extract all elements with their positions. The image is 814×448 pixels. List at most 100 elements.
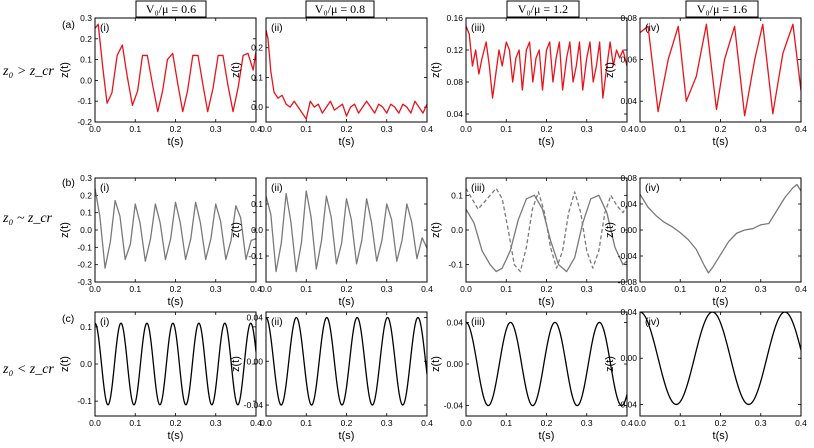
x-tick-label: 0.0 (89, 124, 101, 134)
chart-panel: 0.0 0.1 0.2 0.3 0.4 -0.04 0.00 0.04 (ii) t(s) z(t) (230, 311, 433, 442)
x-axis-label: t(s) (713, 136, 729, 148)
x-tick-label: 0.2 (715, 418, 727, 428)
y-tick-label: 0.06 (620, 55, 637, 65)
x-tick-label: 0.0 (634, 124, 646, 134)
chart-panel: 0.0 0.1 0.2 0.3 0.4 0.04 0.08 0.12 0.16 (iii) t(s)… (430, 13, 633, 148)
x-tick-label: 0.2 (341, 124, 353, 134)
x-tick-label: 0.3 (210, 124, 222, 134)
y-tick-label: -0.1 (448, 260, 463, 270)
x-tick-label: 0.0 (260, 418, 272, 428)
y-tick-label: 0.1 (80, 55, 92, 65)
column-headers: V₀/μ = 0.6 V₀/μ = 0.8 V₀/μ = 1.2 V₀/μ = … (135, 0, 759, 18)
x-tick-label: 0.1 (500, 124, 512, 134)
series-line-dashed (466, 187, 627, 273)
x-tick-label: 0.0 (634, 284, 646, 294)
chart-panel: 0.0 0.1 0.2 0.3 0.4 -0.1 0.0 0.1 (iii) t(s) z(t) (430, 177, 633, 308)
panel-label: (iii) (471, 22, 485, 34)
series-line (466, 321, 627, 407)
x-tick-label: 0.4 (421, 124, 433, 134)
y-axis-label: z(t) (430, 62, 442, 78)
y-axis-label: z(t) (59, 222, 71, 238)
y-tick-label: 0.1 (251, 72, 263, 82)
series-line (466, 194, 627, 273)
x-tick-label: 0.2 (170, 284, 182, 294)
x-tick-label: 0.3 (755, 418, 767, 428)
x-tick-label: 0.1 (500, 284, 512, 294)
y-tick-label: 0.04 (246, 312, 263, 322)
column-header-4: V₀/μ = 1.6 (697, 2, 747, 16)
y-tick-label: 0.04 (620, 307, 637, 317)
plot-frame (265, 177, 428, 283)
column-header-3: V₀/μ = 1.2 (518, 2, 568, 16)
x-tick-label: 0.2 (341, 284, 353, 294)
x-tick-label: 0.2 (715, 284, 727, 294)
y-tick-label: -0.04 (618, 251, 638, 261)
x-tick-label: 0.4 (421, 418, 433, 428)
plot-frame (465, 177, 628, 283)
x-tick-label: 0.0 (89, 284, 101, 294)
chart-panel: 0.0 0.1 0.2 0.3 0.4 -0.1 0.0 0.1 (i) t(s) z(t) (59, 311, 262, 442)
y-tick-label: 0.0 (251, 102, 263, 112)
column-header-2: V₀/μ = 0.8 (315, 2, 365, 16)
x-tick-label: 0.3 (755, 284, 767, 294)
y-axis-label: z(t) (430, 356, 442, 372)
x-tick-label: 0.4 (421, 284, 433, 294)
x-tick-label: 0.0 (634, 418, 646, 428)
series-line (95, 322, 256, 406)
x-tick-label: 0.3 (755, 124, 767, 134)
x-axis-label: t(s) (539, 430, 555, 442)
y-tick-label: 0.3 (80, 13, 92, 23)
series-line (266, 190, 427, 273)
x-axis-label: t(s) (168, 430, 184, 442)
series-line (640, 312, 801, 406)
row-label-b: (b) (62, 177, 75, 189)
y-tick-label: 0.08 (446, 77, 463, 87)
x-tick-label: 0.0 (89, 418, 101, 428)
panel-label: (iii) (471, 182, 485, 194)
plot-frame (94, 17, 257, 123)
x-tick-label: 0.3 (210, 418, 222, 428)
x-tick-label: 0.3 (210, 284, 222, 294)
x-axis-label: t(s) (168, 136, 184, 148)
y-tick-label: -0.04 (618, 399, 638, 409)
plot-frame (465, 17, 628, 123)
panel-label: (iii) (471, 316, 485, 328)
panels: 0.0 0.1 0.2 0.3 0.4 -0.2 -0.1 0.0 0.1 0.2 0.3 (i) t(… (59, 13, 807, 442)
y-tick-label: 0.08 (620, 13, 637, 23)
x-axis-label: t(s) (713, 430, 729, 442)
plot-frame (265, 17, 428, 123)
x-tick-label: 0.0 (260, 284, 272, 294)
plot-frame (639, 17, 802, 123)
x-tick-label: 0.3 (581, 284, 593, 294)
y-axis-label: z(t) (230, 62, 242, 78)
panel-label: (i) (100, 22, 109, 34)
x-tick-label: 0.4 (250, 418, 262, 428)
y-tick-label: 0.04 (446, 317, 463, 327)
x-axis-label: t(s) (539, 136, 555, 148)
y-tick-label: 0.1 (451, 190, 463, 200)
y-tick-label: 0.08 (620, 173, 637, 183)
chart-panel: 0.0 0.1 0.2 0.3 0.40.00.10.2(ii)t(s)z(t) (230, 17, 433, 148)
y-tick-label: 0.1 (251, 199, 263, 209)
y-tick-label: -0.1 (77, 242, 92, 252)
x-tick-label: 0.1 (300, 418, 312, 428)
x-tick-label: 0.2 (170, 418, 182, 428)
y-tick-label: 0.0 (80, 225, 92, 235)
x-tick-label: 0.4 (795, 418, 807, 428)
y-tick-label: -0.04 (244, 400, 264, 410)
x-tick-label: 0.2 (541, 124, 553, 134)
y-tick-label: 0.2 (80, 34, 92, 44)
x-axis-label: t(s) (168, 296, 184, 308)
y-axis-label: z(t) (230, 356, 242, 372)
y-tick-label: 0.1 (80, 322, 92, 332)
x-tick-label: 0.1 (674, 418, 686, 428)
chart-panel: 0.0 0.1 0.2 0.3 0.4 -0.2 -0.1 0.0 0.1 0.2 0.3 (i) t(… (59, 13, 262, 148)
x-tick-label: 0.3 (381, 418, 393, 428)
panel-label: (i) (100, 316, 109, 328)
chart-panel: 0.0 0.1 0.2 0.3 0.4 -0.3 -0.2 -0.1 0.0 0.1 0.2 0.3 (… (59, 173, 262, 308)
y-tick-label: 0.0 (251, 225, 263, 235)
plot-frame (94, 311, 257, 417)
y-tick-label: 0.3 (80, 173, 92, 183)
y-tick-label: -0.1 (77, 96, 92, 106)
